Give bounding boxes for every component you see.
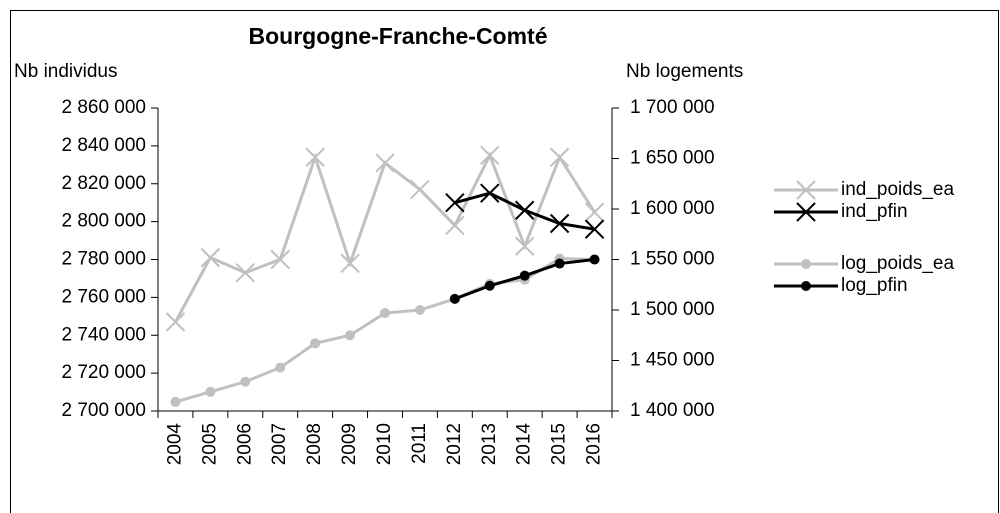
y-tick-label: 2 840 000 [61,135,146,156]
x-tick-label: 2005 [199,423,220,465]
point-marker [445,215,465,236]
point-marker [165,312,186,332]
point-marker [445,192,465,213]
y-tick-label: 2 860 000 [61,97,146,118]
y2-tick-label: 1 650 000 [630,148,715,169]
y-tick-label: 2 720 000 [61,362,146,383]
point-marker [410,179,430,200]
point-marker [240,376,251,387]
point-marker [554,258,565,269]
point-marker [414,305,425,315]
point-marker [345,330,356,341]
series [165,145,605,332]
x-tick-label: 2012 [444,423,465,465]
x-tick-label: 2008 [304,423,325,465]
point-marker [801,281,811,291]
y2-tick-label: 1 700 000 [630,97,715,118]
series [449,254,600,304]
point-marker [796,180,816,200]
point-marker [380,308,390,319]
point-marker [305,147,325,167]
x-tick-label: 2016 [584,423,605,465]
y2-tick-label: 1 600 000 [630,198,715,219]
y-tick-label: 2 780 000 [61,249,146,270]
x-tick-label: 2013 [479,423,500,465]
point-marker [584,219,605,239]
point-marker [549,213,570,234]
chart-title: Bourgogne-Franche-Comté [249,23,548,49]
y-axis-label: Nb individus [14,61,118,82]
point-marker [519,270,530,281]
x-tick-label: 2006 [234,423,255,465]
point-marker [584,202,605,222]
y-tick-label: 2 700 000 [61,400,146,421]
y-tick-label: 2 800 000 [61,211,146,232]
point-marker [310,338,321,349]
point-marker [589,254,600,265]
x-tick-label: 2015 [549,423,570,465]
point-marker [200,247,221,268]
x-tick-label: 2004 [164,423,185,466]
point-marker [801,259,811,269]
x-tick-label: 2009 [339,423,360,465]
point-marker [270,249,290,270]
point-marker [170,396,181,407]
point-marker [275,362,286,373]
x-tick-label: 2011 [409,423,430,464]
point-marker [449,293,460,304]
point-marker [484,280,495,291]
series [445,183,605,239]
y2-tick-label: 1 450 000 [630,350,715,371]
y2-tick-label: 1 400 000 [630,400,715,421]
y-tick-label: 2 740 000 [61,324,146,345]
legend-label: ind_pfin [841,201,908,222]
x-tick-label: 2010 [374,423,395,465]
chart-border [10,10,999,513]
legend-label: log_pfin [841,275,908,296]
point-marker [235,263,256,283]
y-tick-label: 2 760 000 [61,286,146,307]
point-marker [796,202,816,222]
point-marker [549,147,570,167]
y2-tick-label: 1 550 000 [630,249,715,270]
point-marker [205,386,216,397]
point-marker [375,153,395,173]
point-marker [514,236,535,256]
point-marker [340,253,360,273]
point-marker [480,145,500,166]
legend-label: log_poids_ea [841,253,954,274]
point-marker [480,183,500,203]
point-marker [514,200,535,220]
x-tick-label: 2007 [269,423,290,465]
legend-label: ind_poids_ea [841,179,954,200]
y2-tick-label: 1 500 000 [630,299,715,320]
y2-axis-label: Nb logements [626,61,743,82]
y-tick-label: 2 820 000 [61,173,146,194]
x-tick-label: 2014 [514,423,535,466]
